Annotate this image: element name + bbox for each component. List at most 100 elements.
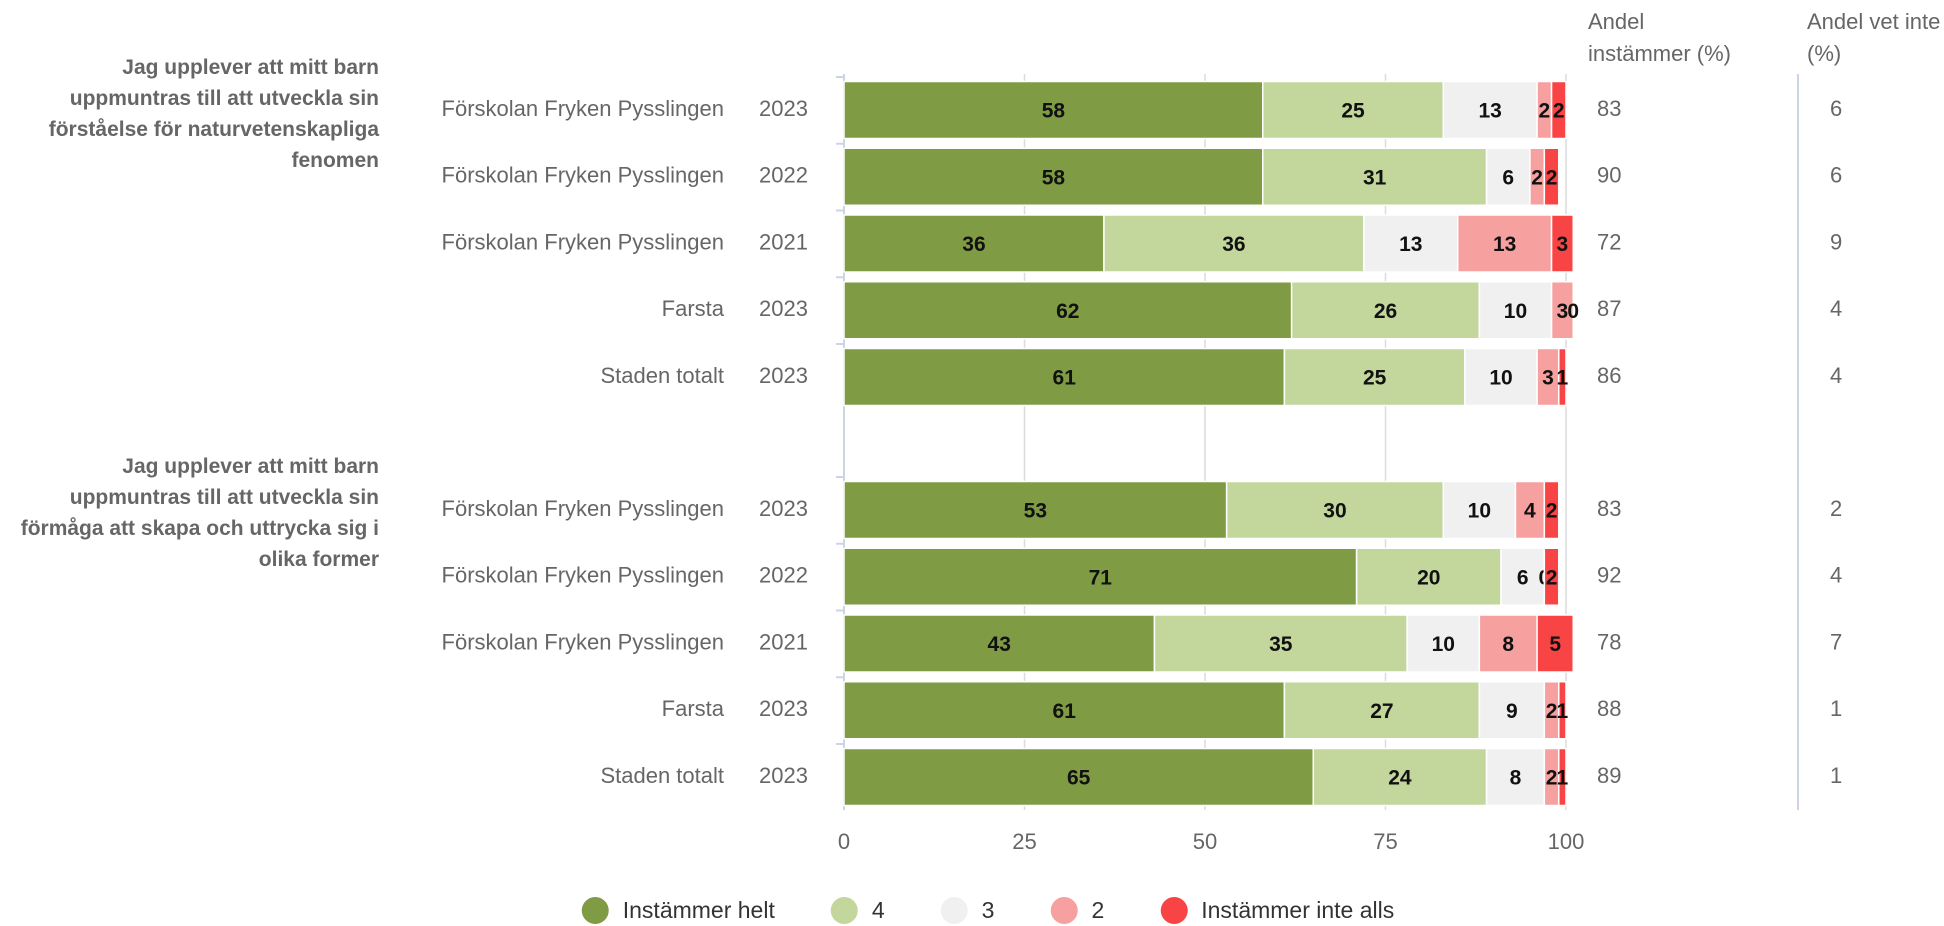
- share-dont-know: 6: [1830, 96, 1842, 121]
- bar-segment: [1153, 614, 1408, 673]
- bar-label: 2: [1538, 100, 1550, 123]
- legend-label: 4: [871, 897, 885, 923]
- row-label: Farsta: [662, 696, 725, 721]
- share-dont-know: 1: [1830, 763, 1842, 788]
- bar-segment: [1550, 80, 1567, 140]
- bar-segment: [1550, 281, 1574, 340]
- bar-label: 27: [1370, 700, 1393, 723]
- bar-label: 6: [1502, 166, 1514, 189]
- bar-label: 10: [1432, 633, 1455, 656]
- share-agree: 92: [1597, 563, 1621, 588]
- legend-swatch: [830, 897, 858, 924]
- bar-segment: [1225, 480, 1445, 540]
- legend: Instämmer helt 4 3 2 Instämmer inte alls: [554, 897, 1423, 924]
- bar-segment: [1442, 480, 1517, 540]
- legend-item: 3: [940, 897, 995, 924]
- bar-label: 26: [1374, 300, 1397, 323]
- bar-segment: [1478, 614, 1538, 673]
- row-year: 2023: [759, 296, 808, 321]
- x-tick-label: 25: [1012, 829, 1036, 854]
- bar-segment: [843, 547, 1358, 606]
- legend-swatch: [940, 897, 968, 924]
- share-dont-know: 2: [1830, 496, 1842, 521]
- share-agree: 90: [1597, 163, 1621, 188]
- bar-segment: [1478, 281, 1553, 340]
- bar-label: 13: [1493, 233, 1516, 256]
- bar-label: 6: [1517, 566, 1529, 589]
- bar-segment: [843, 614, 1156, 673]
- legend-label: Instämmer inte alls: [1201, 897, 1395, 923]
- x-tick-label: 0: [838, 829, 850, 854]
- bar-segment: [1514, 480, 1546, 540]
- row-year: 2022: [759, 563, 808, 588]
- legend-label: 2: [1091, 897, 1105, 923]
- bar-segment: [843, 214, 1105, 273]
- bar-label: 2: [1546, 166, 1558, 189]
- bar-segment: [843, 480, 1228, 540]
- bar-label: 58: [1042, 166, 1066, 189]
- bar-label: 2: [1546, 700, 1558, 723]
- bar-label: 36: [962, 233, 985, 256]
- column-header: Andel vet inte (%): [1807, 9, 1941, 66]
- bar-segment: [1262, 147, 1488, 206]
- bar-label: 13: [1399, 233, 1422, 256]
- legend-item: 2: [1050, 897, 1104, 924]
- row-year: 2023: [759, 496, 808, 521]
- share-dont-know: 4: [1830, 296, 1842, 321]
- bar-label: 2: [1546, 500, 1558, 523]
- bar-label: 30: [1323, 500, 1346, 523]
- bar-label: 10: [1489, 367, 1512, 390]
- share-agree: 88: [1597, 696, 1621, 721]
- bar-label: 8: [1502, 633, 1514, 656]
- x-tick-label: 50: [1193, 829, 1217, 854]
- bar-segment: [843, 747, 1315, 807]
- bar-label: 0: [1567, 300, 1579, 323]
- bar-segment: [1536, 614, 1574, 673]
- legend-label: 3: [981, 897, 995, 923]
- share-agree: 83: [1597, 496, 1621, 521]
- row-year: 2023: [759, 363, 808, 388]
- x-tick-label: 75: [1373, 829, 1397, 854]
- bar-label: 10: [1468, 500, 1491, 523]
- bar-segment: [1485, 747, 1546, 807]
- legend-swatch: [581, 897, 609, 924]
- bar-label: 5: [1549, 633, 1561, 656]
- row-label: Förskolan Fryken Pysslingen: [442, 496, 724, 521]
- share-agree: 86: [1597, 363, 1621, 388]
- bar-label: 61: [1053, 367, 1077, 390]
- bar-label: 71: [1089, 566, 1113, 589]
- legend-item: Instämmer helt: [581, 897, 775, 924]
- share-dont-know: 1: [1830, 696, 1842, 721]
- bar-segment: [1312, 747, 1488, 807]
- row-label: Farsta: [662, 296, 725, 321]
- share-agree: 83: [1597, 96, 1621, 121]
- bar-label: 3: [1542, 367, 1554, 390]
- bar-label: 3: [1557, 233, 1569, 256]
- bar-label: 9: [1506, 700, 1518, 723]
- bar-label: 53: [1024, 500, 1047, 523]
- bar-label: 65: [1067, 767, 1091, 790]
- bar-segment: [1543, 480, 1560, 540]
- bar-segment: [1290, 281, 1481, 340]
- share-dont-know: 9: [1830, 229, 1842, 254]
- bar-label: 20: [1417, 566, 1440, 589]
- bar-segment: [1464, 347, 1538, 407]
- row-label: Staden totalt: [600, 363, 724, 388]
- x-tick-label: 100: [1548, 829, 1585, 854]
- row-label: Staden totalt: [600, 763, 724, 788]
- bar-label: 35: [1269, 633, 1293, 656]
- row-year: 2021: [759, 629, 808, 654]
- legend-swatch: [1160, 897, 1188, 924]
- bar-segment: [843, 147, 1264, 206]
- bar-segment: [1550, 214, 1574, 273]
- share-agree: 89: [1597, 763, 1621, 788]
- bar-label: 1: [1557, 767, 1569, 790]
- legend-item: Instämmer inte alls: [1160, 897, 1394, 924]
- row-label: Förskolan Fryken Pysslingen: [442, 96, 724, 121]
- bar-segment: [1543, 147, 1560, 206]
- share-agree: 87: [1597, 296, 1621, 321]
- bar-segment: [843, 681, 1286, 740]
- row-label: Förskolan Fryken Pysslingen: [442, 563, 724, 588]
